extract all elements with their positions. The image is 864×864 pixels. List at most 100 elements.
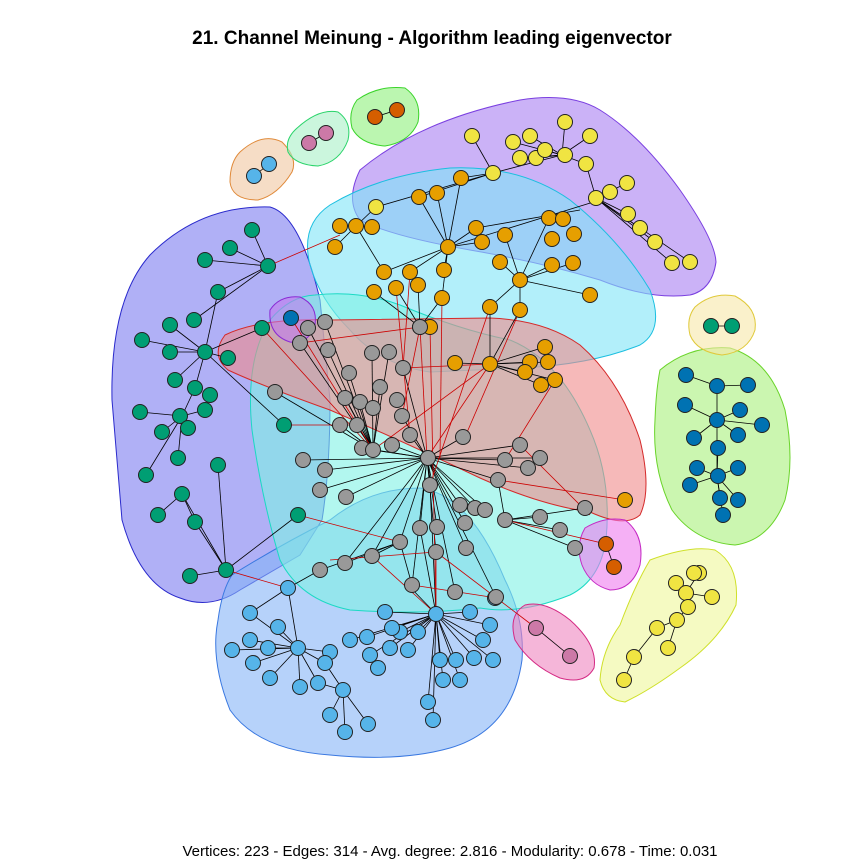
nodes-layer bbox=[132, 102, 770, 740]
node-yellow-top-right bbox=[512, 150, 528, 166]
node-orange-top bbox=[434, 290, 450, 306]
edge bbox=[225, 514, 299, 571]
community-hull-teal-pair bbox=[688, 294, 756, 356]
node-yellow-top-right bbox=[485, 165, 501, 181]
edge bbox=[402, 367, 428, 459]
edge bbox=[489, 346, 546, 365]
node-dark-blue-right bbox=[710, 440, 726, 456]
node-orange-top bbox=[411, 189, 427, 205]
inter-community-edge bbox=[426, 363, 491, 459]
node-blue-bottom bbox=[382, 640, 398, 656]
node-grey-center bbox=[577, 500, 593, 516]
edge bbox=[519, 262, 574, 281]
node-grey-center bbox=[402, 427, 418, 443]
node-yellow-bottom-right bbox=[680, 599, 696, 615]
inter-community-edge bbox=[401, 326, 421, 417]
node-pink-pair bbox=[528, 620, 544, 636]
node-teal-pair bbox=[703, 318, 719, 334]
edge bbox=[426, 457, 476, 509]
edge bbox=[436, 192, 449, 248]
edge bbox=[418, 196, 449, 248]
node-green-left bbox=[210, 457, 226, 473]
node-green-left bbox=[290, 507, 306, 523]
node-orange-top bbox=[517, 364, 533, 380]
node-yellow-top-right bbox=[557, 147, 573, 163]
edge bbox=[359, 401, 374, 451]
node-grey-center bbox=[429, 519, 445, 535]
node-green-left bbox=[170, 450, 186, 466]
node-grey-center bbox=[412, 319, 428, 335]
node-grey-center bbox=[532, 509, 548, 525]
edge bbox=[348, 372, 374, 451]
edge bbox=[383, 246, 449, 273]
edge bbox=[302, 457, 428, 461]
node-orange-top bbox=[492, 254, 508, 270]
node-dark-blue-right bbox=[730, 460, 746, 476]
node-green-left bbox=[197, 402, 213, 418]
edge bbox=[492, 154, 563, 174]
node-grey-center bbox=[394, 408, 410, 424]
node-orange-top bbox=[533, 377, 549, 393]
node-green-left bbox=[154, 424, 170, 440]
node-grey-center bbox=[457, 515, 473, 531]
node-yellow-bottom-right bbox=[649, 620, 665, 636]
node-orange-top bbox=[497, 227, 513, 243]
edge bbox=[447, 177, 462, 248]
node-grey-center bbox=[365, 400, 381, 416]
edge bbox=[371, 457, 428, 557]
edge bbox=[217, 464, 227, 571]
node-grey-center bbox=[332, 417, 348, 433]
node-blue-bottom bbox=[317, 655, 333, 671]
node-orange-top bbox=[388, 280, 404, 296]
inter-community-edge bbox=[225, 569, 289, 589]
node-grey-center bbox=[447, 584, 463, 600]
node-grey-center bbox=[512, 437, 528, 453]
node-orange-top bbox=[366, 284, 382, 300]
edge bbox=[204, 291, 219, 353]
node-grey-center bbox=[452, 497, 468, 513]
node-mint-pair bbox=[318, 125, 334, 141]
node-grey-center bbox=[267, 384, 283, 400]
node-grey-center bbox=[349, 417, 365, 433]
node-yellow-top-right bbox=[557, 114, 573, 130]
node-blue-bottom bbox=[270, 619, 286, 635]
node-green-left bbox=[182, 568, 198, 584]
edge bbox=[489, 309, 521, 365]
node-blue-bottom bbox=[370, 660, 386, 676]
edge bbox=[344, 457, 428, 564]
edge bbox=[435, 613, 491, 626]
node-grey-center bbox=[458, 540, 474, 556]
node-yellow-bottom-right bbox=[678, 585, 694, 601]
inter-community-edge bbox=[439, 297, 443, 459]
edge bbox=[373, 291, 421, 328]
node-orange-top bbox=[348, 218, 364, 234]
node-grey-center bbox=[455, 429, 471, 445]
edge bbox=[274, 391, 374, 451]
node-orange-top bbox=[327, 239, 343, 255]
node-yellow-bottom-right bbox=[704, 589, 720, 605]
edge bbox=[324, 457, 428, 471]
edge bbox=[435, 613, 457, 661]
node-green-left bbox=[180, 420, 196, 436]
node-green-left bbox=[197, 344, 213, 360]
node-orange-top bbox=[512, 272, 528, 288]
node-grey-center bbox=[337, 555, 353, 571]
node-grey-center bbox=[490, 472, 506, 488]
inter-community-edge bbox=[402, 271, 411, 369]
node-orange-pair bbox=[246, 168, 262, 184]
node-orange-top bbox=[540, 354, 556, 370]
node-grey-center bbox=[365, 442, 381, 458]
node-green-left bbox=[187, 514, 203, 530]
node-grey-center bbox=[389, 392, 405, 408]
node-grey-center bbox=[364, 548, 380, 564]
edge bbox=[435, 613, 444, 681]
inter-community-edge bbox=[297, 514, 401, 543]
node-grey-center bbox=[404, 577, 420, 593]
node-green-left bbox=[138, 467, 154, 483]
node-yellow-top-right bbox=[522, 128, 538, 144]
node-orange-top bbox=[376, 264, 392, 280]
node-grey-center bbox=[364, 345, 380, 361]
node-blue-bottom bbox=[485, 652, 501, 668]
node-green-left bbox=[254, 320, 270, 336]
